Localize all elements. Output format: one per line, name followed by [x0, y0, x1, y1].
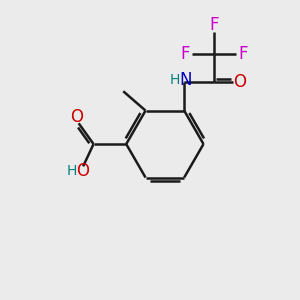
- Text: H: H: [170, 73, 181, 87]
- Text: O: O: [76, 162, 90, 180]
- Text: F: F: [238, 45, 247, 63]
- Text: O: O: [70, 108, 83, 126]
- Text: H: H: [67, 164, 77, 178]
- Text: O: O: [233, 74, 246, 92]
- Text: F: F: [180, 45, 190, 63]
- Text: N: N: [179, 71, 192, 89]
- Text: F: F: [209, 16, 219, 34]
